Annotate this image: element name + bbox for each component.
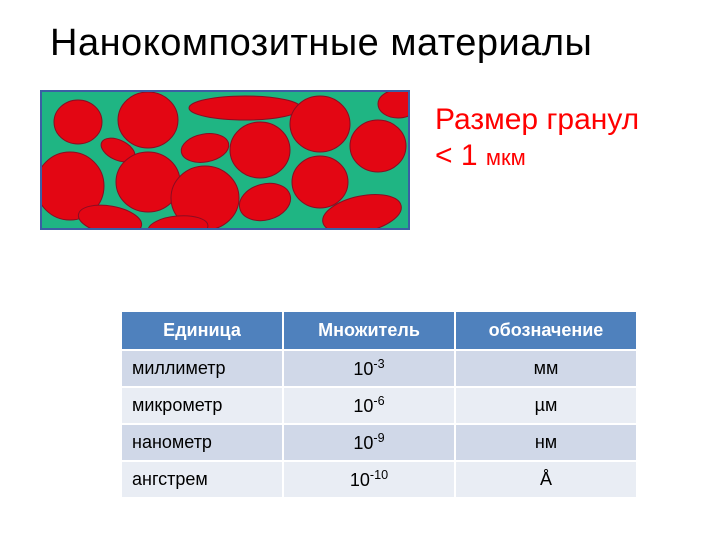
- col-header-unit: Единица: [121, 311, 283, 350]
- col-header-multiplier: Множитель: [283, 311, 455, 350]
- table-row: нанометр10-9нм: [121, 424, 637, 461]
- cell-unit: миллиметр: [121, 350, 283, 387]
- cell-unit: ангстрем: [121, 461, 283, 498]
- page-title: Нанокомпозитные материалы: [50, 22, 592, 65]
- table-row: миллиметр10-3мм: [121, 350, 637, 387]
- granule-size-annotation: Размер гранул < 1 мкм: [435, 102, 639, 174]
- cell-symbol: µм: [455, 387, 637, 424]
- cell-symbol: нм: [455, 424, 637, 461]
- table-body: миллиметр10-3мммикрометр10-6µмнанометр10…: [121, 350, 637, 498]
- granule-diagram: [40, 90, 410, 230]
- table-header-row: Единица Множитель обозначение: [121, 311, 637, 350]
- col-header-symbol: обозначение: [455, 311, 637, 350]
- cell-multiplier: 10-9: [283, 424, 455, 461]
- table-row: ангстрем10-10Å: [121, 461, 637, 498]
- cell-unit: микрометр: [121, 387, 283, 424]
- cell-multiplier: 10-6: [283, 387, 455, 424]
- annotation-line2: < 1 мкм: [435, 138, 639, 174]
- table-row: микрометр10-6µм: [121, 387, 637, 424]
- units-table: Единица Множитель обозначение миллиметр1…: [120, 310, 638, 499]
- cell-symbol: мм: [455, 350, 637, 387]
- cell-unit: нанометр: [121, 424, 283, 461]
- cell-symbol: Å: [455, 461, 637, 498]
- annotation-line1: Размер гранул: [435, 102, 639, 138]
- cell-multiplier: 10-3: [283, 350, 455, 387]
- cell-multiplier: 10-10: [283, 461, 455, 498]
